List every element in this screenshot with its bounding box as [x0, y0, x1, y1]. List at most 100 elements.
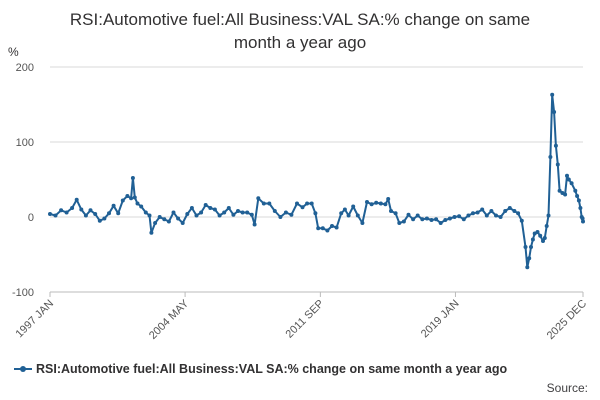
data-point — [512, 209, 517, 213]
data-point — [64, 210, 69, 215]
data-point — [365, 200, 369, 204]
data-point — [149, 230, 154, 235]
data-point — [59, 208, 64, 213]
data-point — [70, 206, 75, 210]
data-point — [180, 221, 185, 225]
legend-series-swatch — [14, 364, 32, 374]
legend-series-label: RSI:Automotive fuel:All Business:VAL SA:… — [36, 362, 508, 376]
source-label: Source: — [546, 381, 588, 395]
data-point — [548, 155, 553, 159]
data-point — [212, 207, 217, 212]
data-point — [313, 211, 318, 216]
data-point — [132, 195, 137, 200]
data-point — [565, 173, 569, 178]
data-point — [97, 218, 102, 223]
data-point — [369, 202, 374, 207]
data-point — [130, 176, 135, 180]
data-point — [120, 198, 125, 203]
data-point — [466, 213, 471, 218]
data-point — [199, 210, 204, 215]
data-point — [116, 211, 121, 216]
data-point — [222, 210, 227, 215]
data-point — [555, 162, 560, 167]
data-point — [267, 201, 272, 206]
chart-title-line-1: RSI:Automotive fuel:All Business:VAL SA:… — [69, 10, 531, 29]
data-point — [135, 201, 140, 206]
data-point — [278, 215, 283, 219]
data-point — [153, 221, 158, 225]
series-line — [49, 93, 584, 269]
data-point — [166, 219, 171, 224]
data-point — [471, 211, 475, 216]
data-point — [527, 256, 532, 261]
data-point — [420, 217, 425, 222]
data-point — [245, 210, 250, 215]
data-point — [53, 213, 58, 218]
data-point — [125, 194, 130, 198]
data-point — [566, 177, 571, 182]
data-point — [272, 209, 277, 213]
data-point — [339, 211, 344, 216]
data-point — [139, 204, 144, 209]
data-point — [83, 213, 88, 218]
data-point — [507, 206, 512, 210]
data-point — [74, 197, 79, 202]
data-point — [523, 245, 528, 249]
data-point — [283, 210, 288, 215]
data-point — [383, 202, 388, 207]
y-tick-label: 100 — [16, 137, 34, 149]
data-point — [569, 181, 574, 186]
data-point — [289, 212, 294, 217]
data-point — [330, 224, 334, 228]
x-tick-label: 2011 SEP — [284, 298, 327, 341]
data-point — [386, 197, 391, 201]
data-point — [424, 216, 429, 221]
plot-area — [48, 92, 585, 270]
y-tick-label: 200 — [16, 62, 34, 74]
data-point — [529, 245, 533, 249]
data-point — [461, 217, 466, 222]
data-point — [48, 212, 52, 216]
data-point — [226, 206, 231, 210]
data-point — [546, 213, 551, 218]
y-tick-label: 0 — [28, 212, 34, 224]
data-point — [88, 208, 93, 213]
data-point — [194, 213, 199, 218]
data-point — [157, 215, 162, 219]
data-point — [447, 216, 452, 221]
data-point — [325, 228, 330, 233]
data-point — [147, 213, 152, 218]
data-point — [231, 212, 236, 217]
data-point — [261, 201, 266, 206]
data-point — [503, 209, 508, 213]
data-point — [406, 212, 411, 217]
data-point — [489, 209, 494, 213]
data-point — [351, 204, 356, 209]
data-point — [475, 210, 480, 215]
x-tick-label: 2004 MAY — [147, 297, 192, 342]
data-point — [189, 206, 194, 210]
data-point — [575, 194, 580, 198]
data-point — [342, 207, 347, 212]
data-point — [236, 209, 240, 213]
data-point — [397, 221, 402, 225]
data-point — [129, 196, 134, 201]
data-point — [295, 201, 299, 206]
gridlines — [50, 66, 583, 293]
data-point — [541, 239, 545, 243]
data-point — [256, 196, 261, 201]
data-point — [544, 224, 549, 228]
data-point — [535, 230, 540, 234]
data-point — [438, 221, 443, 225]
data-point — [334, 225, 339, 230]
legend: RSI:Automotive fuel:All Business:VAL SA:… — [14, 362, 507, 376]
data-point — [530, 237, 535, 242]
data-point — [516, 211, 521, 216]
data-point — [107, 211, 111, 216]
data-point — [305, 201, 310, 206]
y-tick-label: -100 — [12, 287, 34, 299]
x-tick-label: 2019 JAN — [419, 298, 462, 341]
data-point — [519, 218, 524, 223]
data-point — [411, 217, 416, 222]
y-axis-label: % — [8, 45, 19, 59]
